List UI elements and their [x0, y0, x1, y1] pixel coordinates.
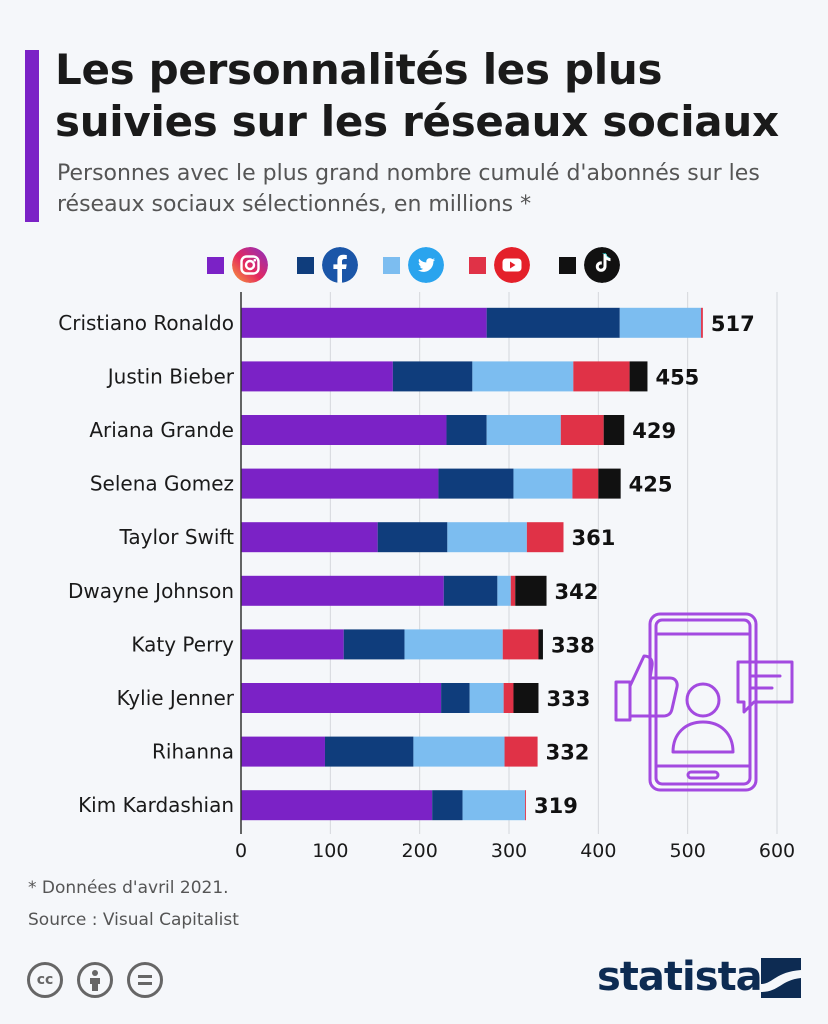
bar-segment-tiktok [603, 415, 625, 445]
legend-swatch-tiktok [559, 257, 576, 274]
bar-segment-instagram [241, 307, 487, 338]
x-tick-label: 600 [759, 840, 795, 862]
bar-chart: 0 100 200 300 400 500 600 Cristiano Ronaldo 517 J… [58, 292, 795, 862]
footnote: * Données d'avril 2021. [28, 878, 229, 898]
bar-segment-instagram [241, 790, 433, 821]
bar-segment-youtube [503, 683, 514, 713]
bar-segment-instagram [241, 629, 344, 660]
bar-segment-youtube [504, 736, 538, 767]
bar-segment-facebook [392, 361, 473, 392]
bar-segment-facebook [441, 683, 470, 713]
no-derivatives-icon [127, 962, 163, 998]
twitter-icon [408, 247, 444, 283]
bar-segment-twitter [469, 683, 504, 713]
attribution-icon [77, 962, 113, 998]
legend-swatch-youtube [469, 257, 486, 274]
bar-segment-twitter [619, 307, 702, 338]
bar-segment-twitter [404, 629, 503, 660]
bar-segment-facebook [486, 307, 620, 338]
bar-segment-youtube [526, 522, 564, 553]
bar-segment-twitter [472, 361, 574, 392]
bar-segment-twitter [447, 522, 527, 553]
bar-segment-facebook [446, 415, 487, 445]
legend-swatch-twitter [383, 257, 400, 274]
bar-segment-facebook [377, 522, 448, 553]
statista-logo[interactable]: statista [597, 952, 807, 1002]
bar-segment-tiktok [598, 468, 621, 499]
facebook-icon [322, 247, 358, 283]
bar-segment-twitter [513, 468, 573, 499]
category-label: Katy Perry [131, 632, 234, 656]
bar-segment-youtube [510, 575, 516, 606]
category-label: Selena Gomez [90, 472, 234, 496]
bar-segment-tiktok [538, 629, 543, 660]
bar-segment-twitter [462, 790, 526, 821]
category-label: Rihanna [152, 740, 234, 764]
bar-segment-instagram [241, 361, 393, 392]
total-label: 517 [711, 312, 755, 336]
bar-segment-instagram [241, 415, 447, 445]
bar-segment-twitter [497, 575, 511, 606]
bar-segment-youtube [701, 307, 703, 338]
x-tick-label: 300 [491, 840, 527, 862]
x-tick-label: 100 [312, 840, 348, 862]
total-label: 332 [546, 741, 590, 765]
title-accent-bar [25, 50, 39, 222]
bar-segment-facebook [443, 575, 498, 606]
chart-subtitle: Personnes avec le plus grand nombre cumu… [57, 161, 760, 217]
creative-commons-icon: cc [27, 962, 63, 998]
total-label: 333 [546, 687, 590, 711]
social-media-phone-icon [614, 612, 794, 792]
statista-logo-icon [761, 958, 801, 998]
tiktok-icon [584, 247, 620, 283]
bar-segment-instagram [241, 575, 444, 606]
bar-segment-facebook [432, 790, 463, 821]
total-label: 425 [629, 473, 673, 497]
bar-segment-youtube [573, 361, 630, 392]
x-tick-label: 400 [580, 840, 616, 862]
total-label: 429 [632, 419, 676, 443]
bar-segment-instagram [241, 522, 378, 553]
total-label: 342 [555, 580, 599, 604]
x-tick-label: 500 [670, 840, 706, 862]
bar-segment-youtube [525, 790, 526, 821]
license-icons[interactable]: cc [27, 962, 177, 1002]
bar-segment-instagram [241, 736, 325, 767]
bar-segment-tiktok [513, 683, 539, 713]
total-label: 361 [571, 526, 615, 550]
chart-legend [207, 244, 637, 284]
category-label: Justin Bieber [106, 364, 235, 388]
bar-segment-tiktok [515, 575, 547, 606]
x-tick-label: 200 [402, 840, 438, 862]
bar-segment-youtube [560, 415, 604, 445]
category-label: Kylie Jenner [117, 686, 235, 710]
statista-wordmark: statista [597, 954, 763, 1000]
total-label: 338 [551, 633, 595, 657]
bar-segment-twitter [413, 736, 505, 767]
chart-title: Les personnalités les plus suivies sur l… [55, 45, 779, 146]
source-note: Source : Visual Capitalist [28, 910, 239, 930]
category-label: Dwayne Johnson [68, 579, 234, 603]
x-tick-label: 0 [235, 840, 247, 862]
category-label: Taylor Swift [118, 525, 234, 549]
bar-segment-tiktok [629, 361, 648, 392]
legend-swatch-instagram [207, 257, 224, 274]
bar-segment-facebook [438, 468, 514, 499]
bar-segment-twitter [486, 415, 561, 445]
category-label: Ariana Grande [89, 418, 234, 442]
youtube-icon [494, 247, 530, 283]
total-label: 319 [534, 794, 578, 818]
bar-segment-instagram [241, 468, 439, 499]
bar-segment-instagram [241, 683, 442, 713]
bar-segment-youtube [502, 629, 539, 660]
bar-segment-facebook [343, 629, 405, 660]
legend-swatch-facebook [297, 257, 314, 274]
category-label: Cristiano Ronaldo [58, 311, 234, 335]
bar-segment-facebook [324, 736, 414, 767]
total-label: 455 [655, 365, 699, 389]
bar-segment-youtube [572, 468, 599, 499]
instagram-icon [232, 247, 268, 283]
category-label: Kim Kardashian [78, 793, 234, 817]
